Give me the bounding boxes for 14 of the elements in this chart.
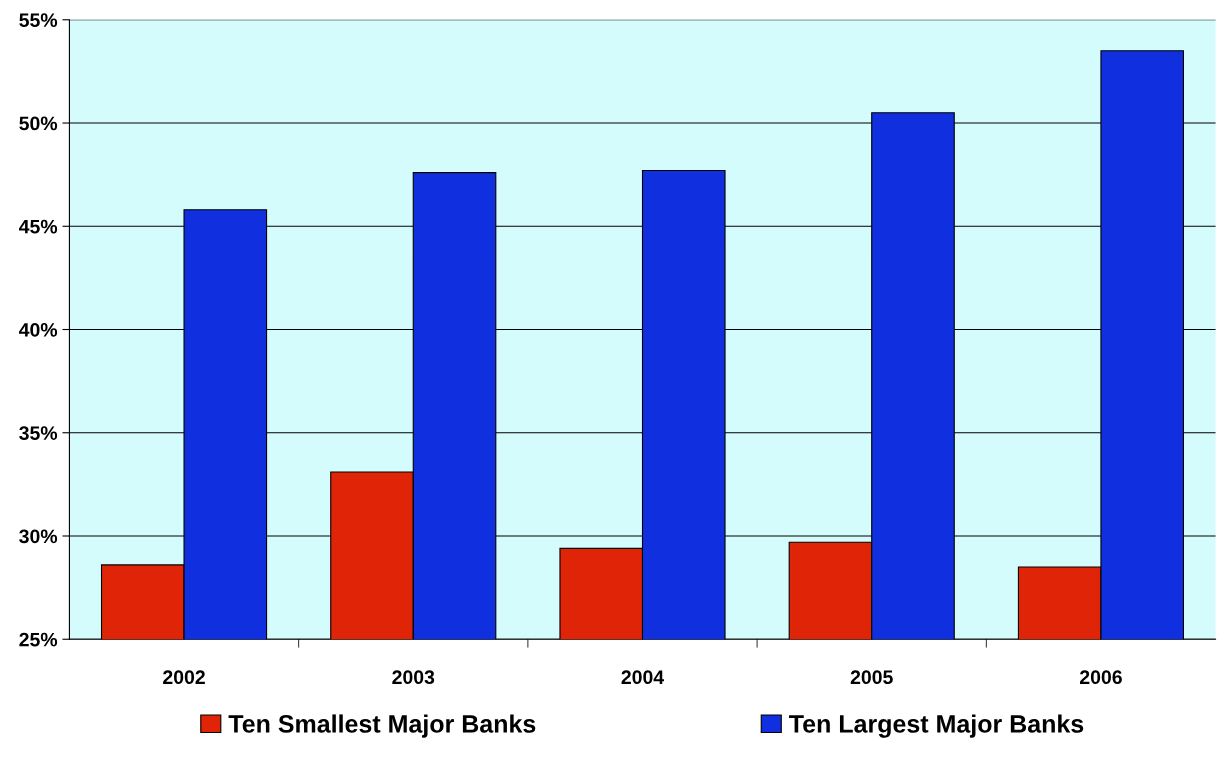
y-tick-label: 30% <box>19 529 58 544</box>
x-tick-label: 2006 <box>1080 670 1122 685</box>
y-tick-label: 35% <box>19 426 58 441</box>
y-tick-label: 50% <box>19 116 58 131</box>
legend-label: Ten Largest Major Banks <box>789 714 1084 738</box>
x-tick-label: 2004 <box>621 670 665 685</box>
x-tick-label: 2003 <box>392 670 435 685</box>
y-tick-label: 25% <box>19 632 58 647</box>
legend-label: Ten Smallest Major Banks <box>228 714 536 738</box>
y-tick-label: 55% <box>19 13 58 28</box>
y-tick-label: 40% <box>19 322 58 337</box>
x-tick-label: 2005 <box>850 670 893 685</box>
x-tick-label: 2002 <box>163 670 205 685</box>
y-tick-label: 45% <box>19 219 58 234</box>
